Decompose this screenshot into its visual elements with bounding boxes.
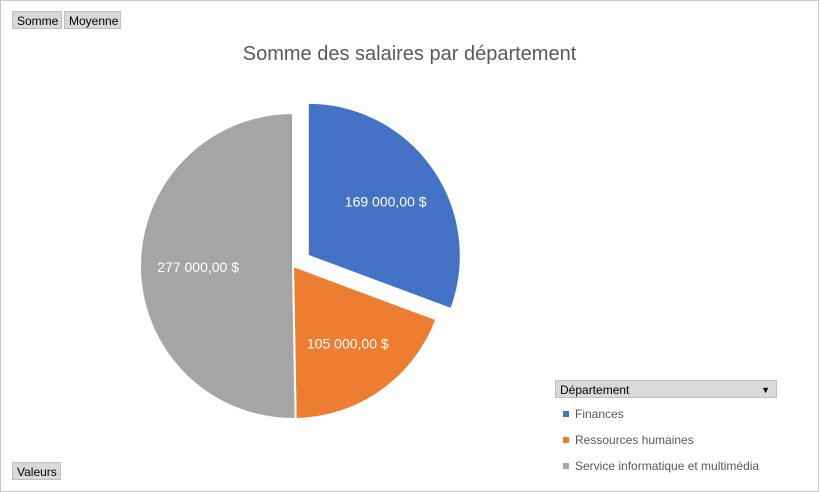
dropdown-arrow-icon[interactable]: ▼ [761,385,770,395]
legend-label-ressources-humaines: Ressources humaines [575,433,694,447]
valeurs-field-button[interactable]: Valeurs [12,462,61,480]
legend-header-label: Département [560,383,630,397]
pie-slice-service-informatique [139,111,297,420]
legend-item-ressources-humaines: Ressources humaines [563,433,694,447]
legend-label-service-informatique: Service informatique et multimédia [575,459,760,473]
legend-label-finances: Finances [575,407,624,421]
data-label-ressources-humaines: 105 000,00 $ [307,335,389,351]
legend-swatch-finances [563,410,569,417]
legend-item-service-informatique: Service informatique et multimédia [563,459,759,473]
pie-slice-ressources-humaines [291,264,438,420]
legend-swatch-ressources-humaines [563,436,569,443]
legend-item-finances: Finances [563,407,624,421]
data-label-finances: 169 000,00 $ [345,194,427,210]
pie-slice-finances [306,101,462,311]
somme-field-button[interactable]: Somme [12,11,62,29]
data-label-service-informatique: 277 000,00 $ [157,259,239,275]
legend: Département ▼ Finances Ressources humain… [555,380,777,473]
department-filter-button[interactable]: Département ▼ [555,380,777,398]
chart-title: Somme des salaires par département [242,43,577,65]
legend-swatch-service-informatique [563,462,569,469]
moyenne-field-button[interactable]: Moyenne [64,11,121,29]
